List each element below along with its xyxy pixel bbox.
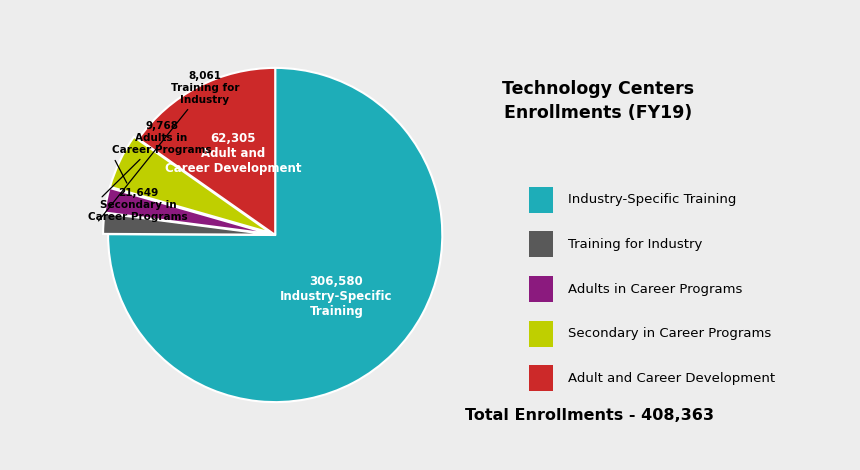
Text: 62,305
Adult and
Career Development: 62,305 Adult and Career Development [164,132,301,175]
Text: Adults in Career Programs: Adults in Career Programs [568,282,743,296]
Text: 306,580
Industry-Specific
Training: 306,580 Industry-Specific Training [280,275,393,318]
Wedge shape [103,213,270,235]
Text: 8,061
Training for
Industry: 8,061 Training for Industry [99,71,239,221]
Wedge shape [108,68,442,402]
Text: Industry-Specific Training: Industry-Specific Training [568,193,737,206]
Text: Technology Centers
Enrollments (FY19): Technology Centers Enrollments (FY19) [501,80,694,122]
Text: Total Enrollments - 408,363: Total Enrollments - 408,363 [464,408,714,423]
Text: Training for Industry: Training for Industry [568,238,703,251]
Text: Adult and Career Development: Adult and Career Development [568,372,776,385]
Text: 21,649
Secondary in
Career Programs: 21,649 Secondary in Career Programs [89,160,188,221]
Text: Secondary in Career Programs: Secondary in Career Programs [568,327,771,340]
Text: 9,768
Adults in
Career Programs: 9,768 Adults in Career Programs [102,121,212,197]
Wedge shape [138,68,275,235]
Wedge shape [105,188,270,234]
Wedge shape [110,137,271,233]
